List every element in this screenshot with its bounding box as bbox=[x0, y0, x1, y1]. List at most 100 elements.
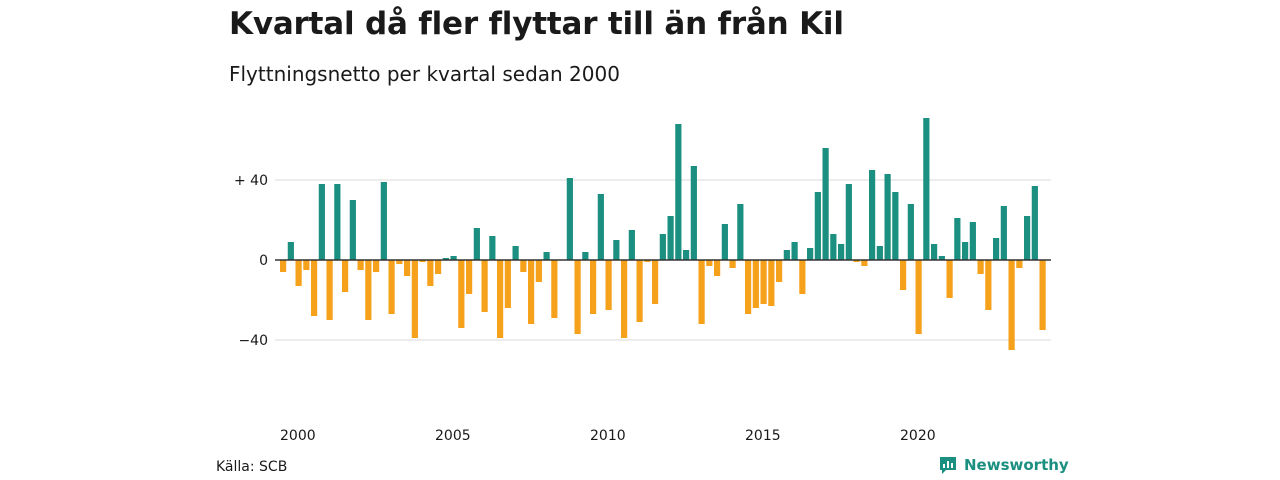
bar bbox=[776, 260, 783, 282]
bar bbox=[582, 252, 589, 260]
x-tick-label: 2000 bbox=[280, 428, 316, 444]
bar bbox=[752, 260, 759, 308]
x-tick-label: 2020 bbox=[900, 428, 936, 444]
bar bbox=[822, 148, 829, 260]
x-tick-label: 2005 bbox=[435, 428, 471, 444]
bar bbox=[481, 260, 488, 312]
chart-title: Kvartal då fler flyttar till än från Kil bbox=[229, 6, 844, 42]
bar bbox=[760, 260, 767, 304]
bar bbox=[543, 252, 550, 260]
bar bbox=[280, 260, 287, 272]
bar bbox=[1008, 260, 1015, 350]
bar bbox=[714, 260, 721, 276]
bar bbox=[690, 166, 697, 260]
source-note: Källa: SCB bbox=[216, 459, 288, 475]
bar bbox=[326, 260, 333, 320]
bars bbox=[280, 118, 1046, 350]
bar bbox=[807, 248, 814, 260]
bar bbox=[683, 250, 690, 260]
newsworthy-logo-icon bbox=[940, 457, 956, 474]
bar bbox=[458, 260, 465, 328]
bar bbox=[388, 260, 395, 314]
bar bbox=[621, 260, 628, 338]
bar bbox=[396, 260, 403, 264]
bar bbox=[783, 250, 790, 260]
bar bbox=[1031, 186, 1038, 260]
bar bbox=[419, 260, 426, 262]
bar bbox=[380, 182, 387, 260]
bar bbox=[303, 260, 310, 270]
bar bbox=[799, 260, 806, 294]
bar bbox=[605, 260, 612, 310]
x-tick-label: 2015 bbox=[745, 428, 781, 444]
bar bbox=[845, 184, 852, 260]
bar bbox=[528, 260, 535, 324]
bar bbox=[597, 194, 604, 260]
bar bbox=[427, 260, 434, 286]
bar bbox=[450, 256, 457, 260]
bar bbox=[497, 260, 504, 338]
bar bbox=[861, 260, 868, 266]
bar bbox=[977, 260, 984, 274]
gridlines bbox=[275, 179, 1051, 341]
bar bbox=[334, 184, 341, 260]
bar bbox=[946, 260, 953, 298]
bar bbox=[442, 258, 449, 260]
bar bbox=[636, 260, 643, 322]
bar bbox=[349, 200, 356, 260]
bar bbox=[737, 204, 744, 260]
bar bbox=[613, 240, 620, 260]
bar bbox=[853, 260, 860, 262]
bar bbox=[954, 218, 961, 260]
bar bbox=[404, 260, 411, 276]
bar bbox=[884, 174, 891, 260]
bar bbox=[985, 260, 992, 310]
bar bbox=[768, 260, 775, 306]
y-tick-label: + 40 bbox=[234, 173, 268, 189]
bar bbox=[915, 260, 922, 334]
bar bbox=[365, 260, 372, 320]
bar bbox=[667, 216, 674, 260]
bar bbox=[373, 260, 380, 272]
y-tick-label: 0 bbox=[259, 253, 268, 269]
x-axis-ticks: 2000 2005 2010 2015 2020 bbox=[280, 428, 936, 444]
bar bbox=[520, 260, 527, 272]
y-tick-label: −40 bbox=[238, 333, 268, 349]
bar bbox=[318, 184, 325, 260]
bar bbox=[473, 228, 480, 260]
bar bbox=[892, 192, 899, 260]
bar bbox=[931, 244, 938, 260]
bar bbox=[729, 260, 736, 268]
bar bbox=[1024, 216, 1031, 260]
bar bbox=[1000, 206, 1007, 260]
bar bbox=[311, 260, 318, 316]
bar bbox=[504, 260, 511, 308]
bar bbox=[512, 246, 519, 260]
bar bbox=[814, 192, 821, 260]
bar bbox=[791, 242, 798, 260]
bar bbox=[721, 224, 728, 260]
brand: Newsworthy bbox=[938, 455, 1069, 475]
bar bbox=[435, 260, 442, 274]
bar bbox=[342, 260, 349, 292]
bar bbox=[411, 260, 418, 338]
bar bbox=[830, 234, 837, 260]
bar bbox=[869, 170, 876, 260]
bar bbox=[1016, 260, 1023, 268]
brand-name: Newsworthy bbox=[964, 456, 1069, 474]
bar bbox=[993, 238, 1000, 260]
bar bbox=[535, 260, 542, 282]
bar bbox=[357, 260, 364, 270]
bar bbox=[900, 260, 907, 290]
bar bbox=[628, 230, 635, 260]
bar bbox=[659, 234, 666, 260]
bar bbox=[1039, 260, 1046, 330]
bar bbox=[745, 260, 752, 314]
bar bbox=[962, 242, 969, 260]
bar bbox=[938, 256, 945, 260]
bar bbox=[590, 260, 597, 314]
bar bbox=[287, 242, 294, 260]
bar bbox=[489, 236, 496, 260]
bar bbox=[969, 222, 976, 260]
